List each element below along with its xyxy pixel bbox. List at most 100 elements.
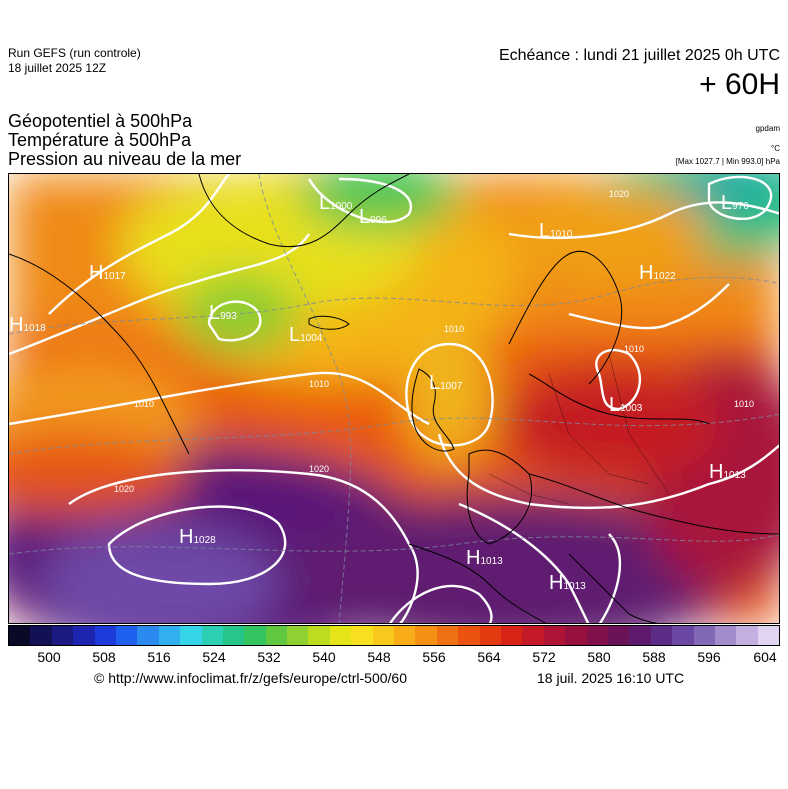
scale-swatch xyxy=(522,626,544,645)
center-value: 1013 xyxy=(563,581,586,592)
scale-swatch xyxy=(308,626,330,645)
scale-swatch xyxy=(672,626,694,645)
scale-swatch xyxy=(586,626,608,645)
center-letter: H xyxy=(639,262,654,284)
scale-swatch xyxy=(693,626,715,645)
forecast-time: Echéance : lundi 21 juillet 2025 0h UTC xyxy=(498,47,780,64)
center-value: 993 xyxy=(220,311,237,322)
scale-tick-label: 532 xyxy=(257,649,281,665)
scale-swatch xyxy=(73,626,95,645)
center-letter: L xyxy=(359,206,371,228)
scale-tick-label: 564 xyxy=(477,649,501,665)
center-letter: L xyxy=(539,220,551,242)
scale-swatch xyxy=(9,626,31,645)
scale-tick-label: 604 xyxy=(753,649,777,665)
isobar-label: 1010 xyxy=(309,379,330,389)
scale-swatch xyxy=(222,626,245,645)
scale-tick-label: 588 xyxy=(642,649,666,665)
low-pressure-center: L976 xyxy=(721,192,749,215)
unit-hpa-range: [Max 1027.7 | Min 993.0] hPa xyxy=(675,157,780,166)
low-pressure-center: L993 xyxy=(209,302,237,325)
scale-tick-label: 524 xyxy=(202,649,226,665)
center-value: 996 xyxy=(370,215,387,226)
center-letter: H xyxy=(89,262,104,284)
isobar-label: 1010 xyxy=(734,399,755,409)
isobar-label: 1010 xyxy=(624,344,645,354)
scale-swatch xyxy=(500,626,523,645)
scale-swatch xyxy=(565,626,587,645)
scale-swatch xyxy=(329,626,352,645)
center-value: 1017 xyxy=(103,271,126,282)
low-pressure-center: L1000 xyxy=(319,192,352,215)
scale-swatch xyxy=(415,626,437,645)
center-value: 1000 xyxy=(330,201,353,212)
scale-swatch xyxy=(458,626,480,645)
scale-swatch xyxy=(158,626,181,645)
high-pressure-center: H1018 xyxy=(9,314,46,337)
scale-swatch xyxy=(394,626,416,645)
scale-swatch xyxy=(736,626,758,645)
scale-tick-label: 540 xyxy=(312,649,336,665)
scale-swatch xyxy=(714,626,737,645)
scale-swatch xyxy=(479,626,501,645)
scale-swatch xyxy=(180,626,202,645)
scale-swatch xyxy=(629,626,651,645)
isobar-label: 1010 xyxy=(444,324,465,334)
center-value: 1013 xyxy=(723,470,746,481)
color-scale xyxy=(8,625,780,646)
center-letter: L xyxy=(209,302,221,324)
high-pressure-center: H1013 xyxy=(709,461,746,484)
scale-tick-label: 548 xyxy=(367,649,391,665)
isobars xyxy=(9,174,779,623)
temperature-isotherms xyxy=(9,174,779,623)
run-label: Run GEFS (run controle) xyxy=(8,46,141,60)
scale-tick-label: 508 xyxy=(92,649,116,665)
scale-swatch xyxy=(543,626,566,645)
map-svg xyxy=(9,174,779,623)
scale-swatch xyxy=(287,626,309,645)
center-letter: H xyxy=(179,526,194,548)
low-pressure-center: L1003 xyxy=(609,394,642,417)
center-letter: L xyxy=(721,192,733,214)
low-pressure-center: L1007 xyxy=(429,372,462,395)
high-pressure-center: H1013 xyxy=(466,547,503,570)
high-pressure-center: H1013 xyxy=(549,572,586,595)
center-letter: L xyxy=(429,372,441,394)
generated-time: 18 juil. 2025 16:10 UTC xyxy=(537,670,685,686)
scale-tick-label: 580 xyxy=(587,649,611,665)
borders xyxy=(488,353,670,505)
center-letter: H xyxy=(549,572,564,594)
center-value: 1004 xyxy=(300,333,323,344)
center-value: 1013 xyxy=(480,556,503,567)
scale-swatch xyxy=(436,626,459,645)
isobar-label: 1020 xyxy=(609,189,630,199)
center-letter: H xyxy=(466,547,481,569)
center-letter: H xyxy=(9,314,24,336)
scale-swatch xyxy=(137,626,159,645)
scale-swatch xyxy=(115,626,138,645)
scale-swatch xyxy=(650,626,673,645)
unit-celsius: °C xyxy=(771,144,780,153)
temperature-field xyxy=(9,174,779,623)
title-pressure: Pression au niveau de la mer xyxy=(8,149,242,169)
center-value: 1018 xyxy=(23,323,46,334)
source-url[interactable]: © http://www.infoclimat.fr/z/gefs/europe… xyxy=(94,670,408,686)
center-letter: H xyxy=(709,461,724,483)
scale-swatch xyxy=(265,626,288,645)
center-value: 1010 xyxy=(550,229,573,240)
center-letter: L xyxy=(319,192,331,214)
scale-swatch xyxy=(94,626,116,645)
scale-swatch xyxy=(244,626,266,645)
scale-swatch xyxy=(201,626,223,645)
coastlines xyxy=(9,174,779,623)
low-pressure-center: L1010 xyxy=(539,220,572,243)
scale-tick-label: 516 xyxy=(147,649,171,665)
scale-tick-label: 556 xyxy=(422,649,446,665)
high-pressure-center: H1017 xyxy=(89,262,126,285)
isobar-label: 1010 xyxy=(134,399,155,409)
center-value: 1003 xyxy=(620,403,643,414)
lead-time: + 60H xyxy=(699,68,780,101)
scale-swatch xyxy=(372,626,395,645)
low-pressure-center: L996 xyxy=(359,206,387,229)
title-temperature: Température à 500hPa xyxy=(8,130,192,150)
